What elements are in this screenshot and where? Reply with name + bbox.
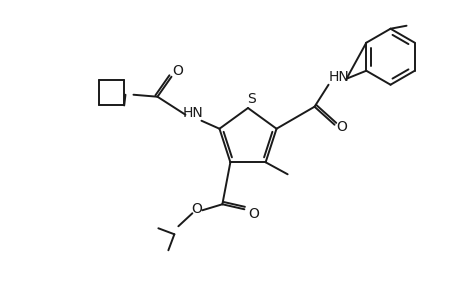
Text: O: O [247,207,258,221]
Text: O: O [190,202,202,216]
Text: S: S [247,92,256,106]
Text: HN: HN [183,106,203,120]
Text: O: O [336,120,346,134]
Text: HN: HN [327,70,348,84]
Text: O: O [172,64,183,78]
